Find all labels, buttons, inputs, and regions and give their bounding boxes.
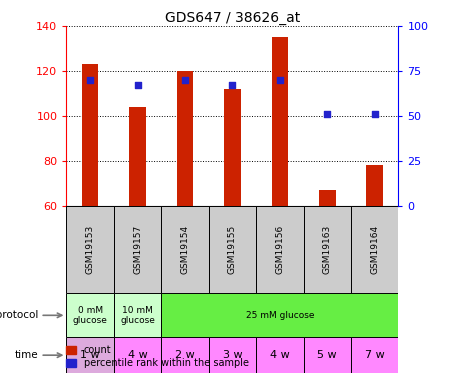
Text: 2 w: 2 w <box>175 350 195 360</box>
Bar <box>114 337 161 373</box>
Point <box>371 111 378 117</box>
Point <box>229 82 236 88</box>
Text: GSM19154: GSM19154 <box>180 225 190 274</box>
Bar <box>351 337 398 373</box>
Text: GSM19156: GSM19156 <box>275 225 284 274</box>
Bar <box>224 89 241 206</box>
Bar <box>209 206 256 293</box>
Text: GSM19164: GSM19164 <box>370 225 379 274</box>
Text: 5 w: 5 w <box>317 350 337 360</box>
Text: GSM19153: GSM19153 <box>86 225 95 274</box>
Legend: count, percentile rank within the sample: count, percentile rank within the sample <box>65 344 251 370</box>
Text: 25 mM glucose: 25 mM glucose <box>245 311 314 320</box>
Bar <box>319 190 336 206</box>
Title: GDS647 / 38626_at: GDS647 / 38626_at <box>165 11 300 25</box>
Bar <box>177 71 193 206</box>
Text: growth protocol: growth protocol <box>0 310 38 320</box>
Bar <box>256 337 304 373</box>
Text: 10 mM
glucose: 10 mM glucose <box>120 306 155 325</box>
Bar <box>366 165 383 206</box>
Bar <box>129 107 146 206</box>
Bar <box>66 293 114 337</box>
Bar <box>161 337 209 373</box>
Text: 0 mM
glucose: 0 mM glucose <box>73 306 108 325</box>
Bar <box>161 206 209 293</box>
Bar <box>66 337 114 373</box>
Text: 4 w: 4 w <box>270 350 290 360</box>
Bar <box>304 206 351 293</box>
Text: 4 w: 4 w <box>128 350 147 360</box>
Bar <box>66 206 114 293</box>
Bar <box>304 337 351 373</box>
Text: GSM19163: GSM19163 <box>323 225 332 274</box>
Bar <box>161 293 398 337</box>
Bar <box>256 206 304 293</box>
Bar <box>114 206 161 293</box>
Text: 1 w: 1 w <box>80 350 100 360</box>
Point <box>87 77 94 83</box>
Point <box>324 111 331 117</box>
Bar <box>272 38 288 206</box>
Text: time: time <box>14 350 38 360</box>
Point <box>134 82 141 88</box>
Bar <box>209 337 256 373</box>
Point <box>276 77 284 83</box>
Text: 7 w: 7 w <box>365 350 385 360</box>
Bar <box>82 64 98 206</box>
Bar <box>114 293 161 337</box>
Point <box>181 77 189 83</box>
Text: 3 w: 3 w <box>223 350 242 360</box>
Bar <box>351 206 398 293</box>
Text: GSM19155: GSM19155 <box>228 225 237 274</box>
Text: GSM19157: GSM19157 <box>133 225 142 274</box>
